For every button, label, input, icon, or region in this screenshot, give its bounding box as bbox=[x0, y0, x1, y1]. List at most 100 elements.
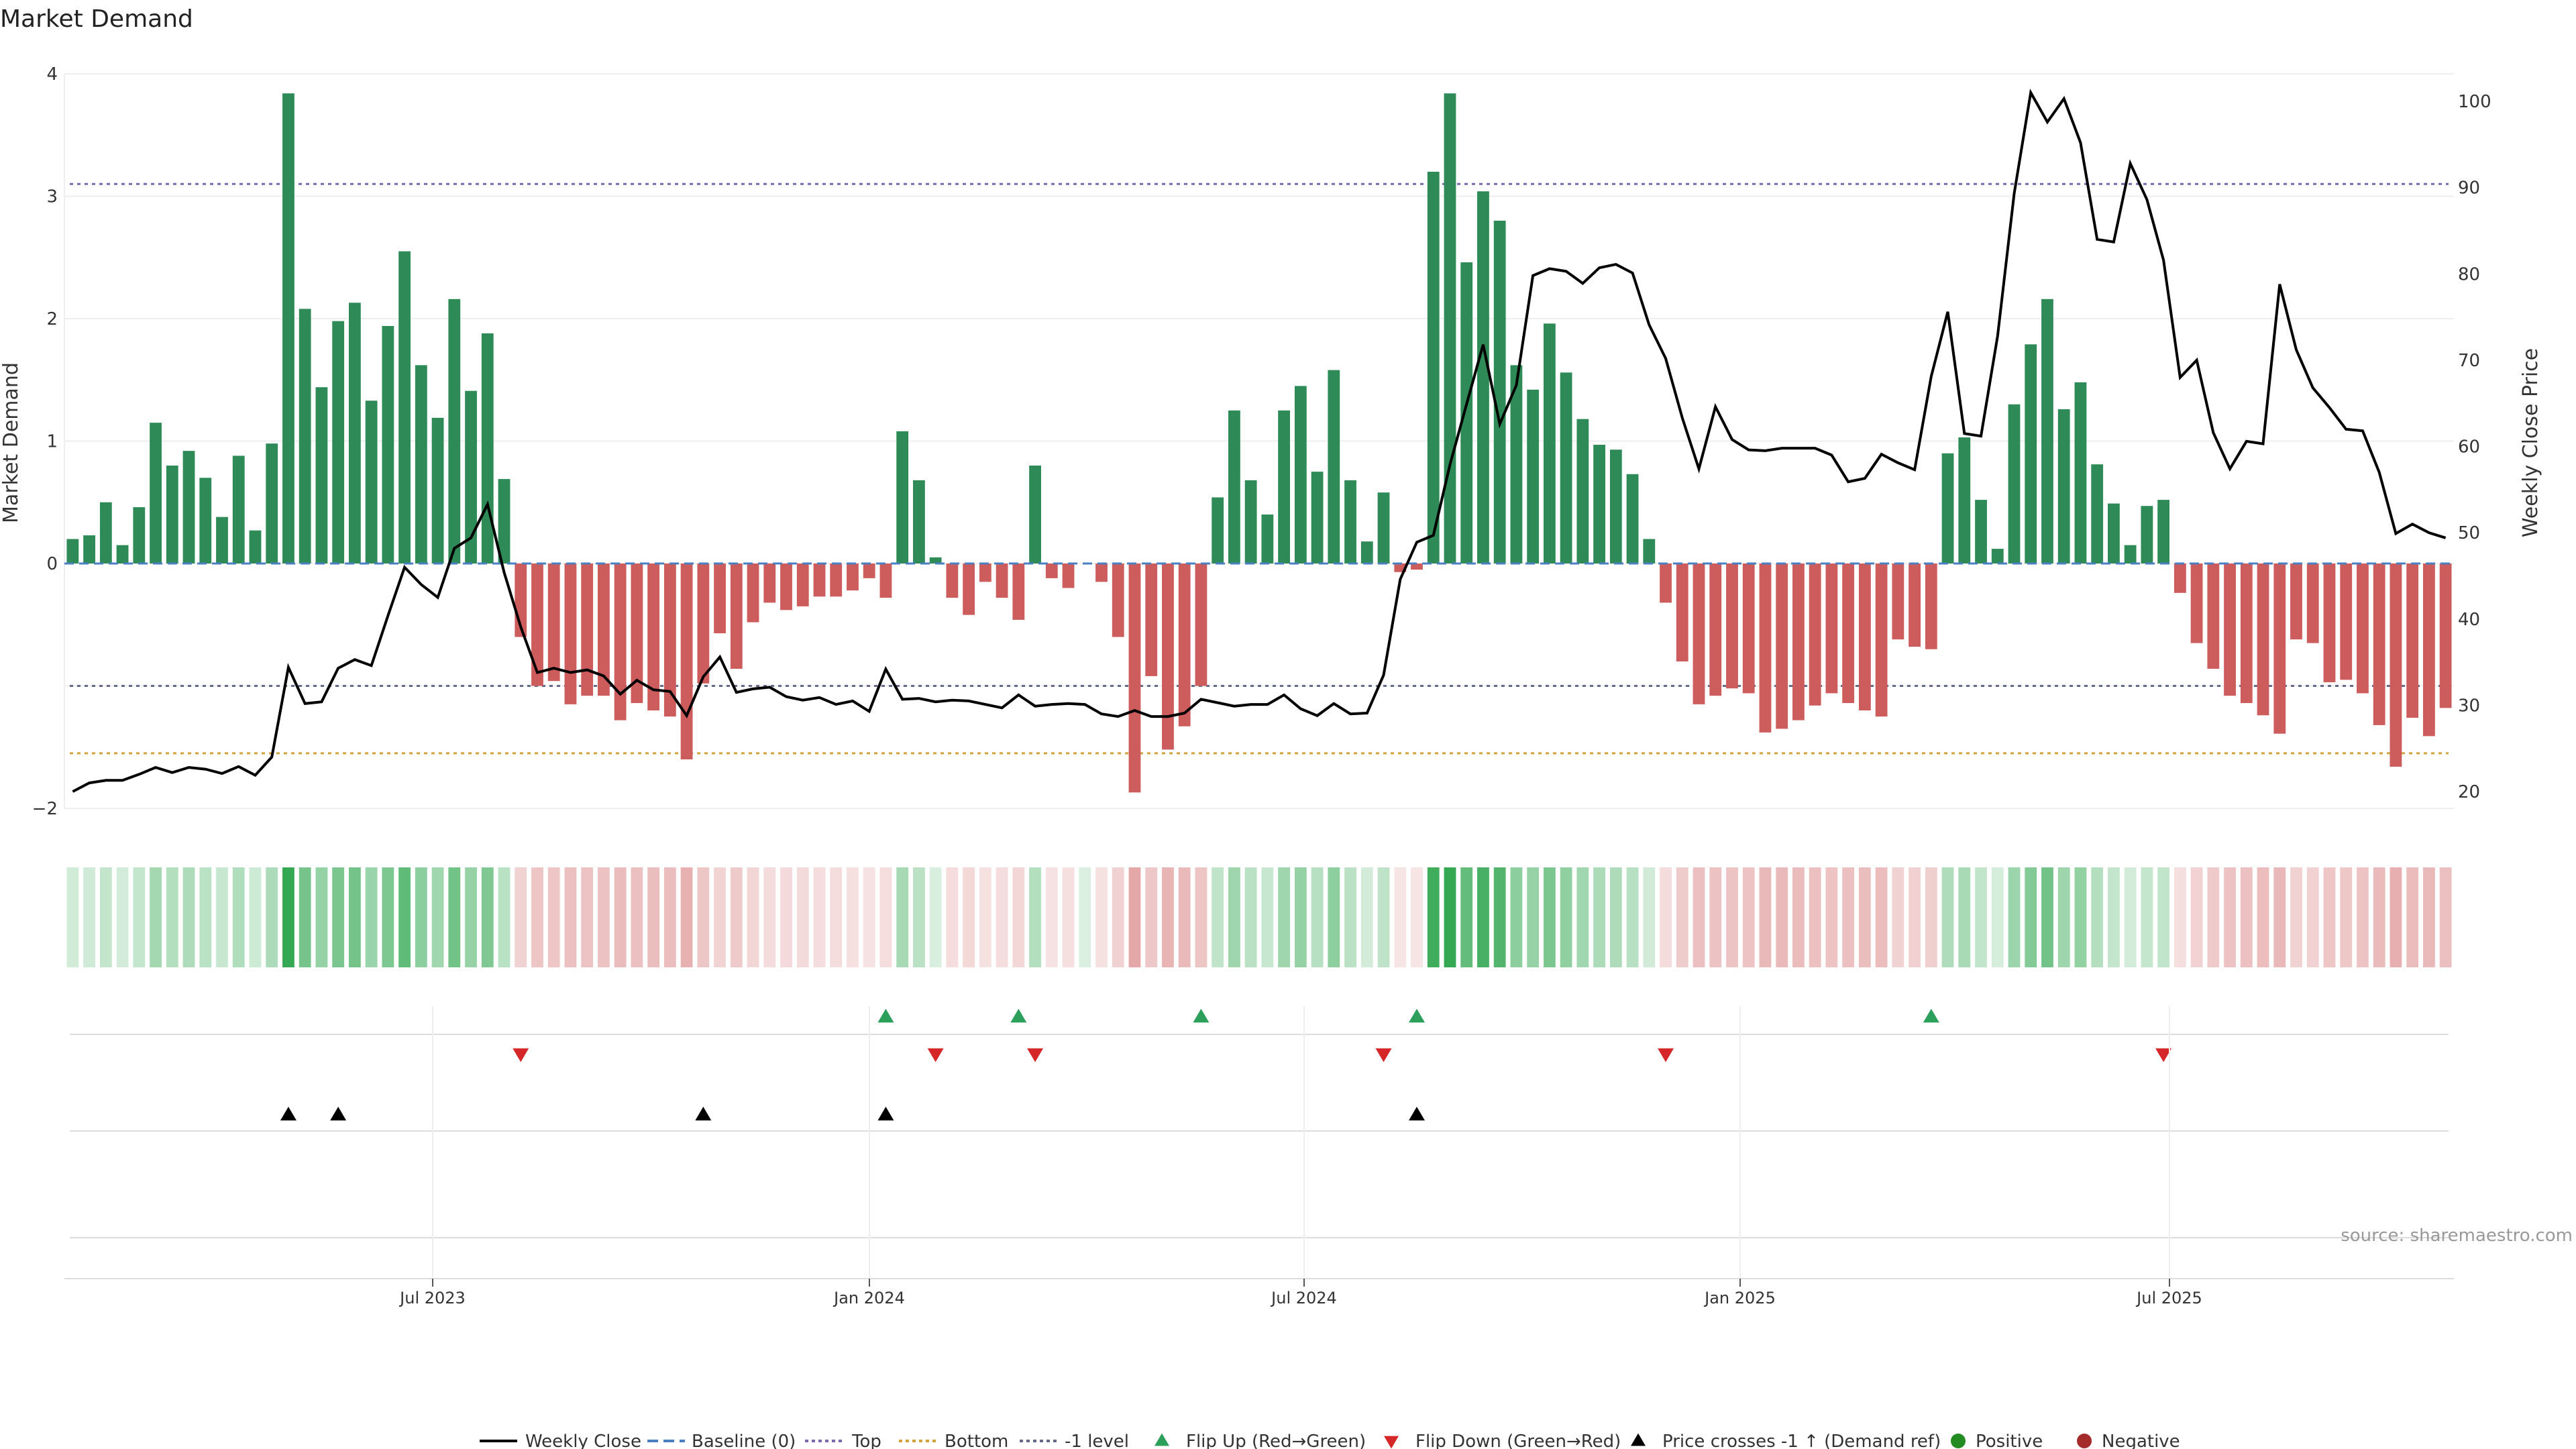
demand-bar bbox=[2323, 564, 2336, 683]
demand-bar bbox=[1493, 221, 1506, 564]
demand-bar bbox=[2422, 564, 2435, 737]
demand-bar bbox=[1195, 564, 1208, 686]
demand-bar bbox=[1560, 372, 1572, 564]
heat-cell bbox=[963, 867, 975, 967]
heat-cell bbox=[166, 867, 178, 967]
heat-cell bbox=[1029, 867, 1041, 967]
flip-up-marker bbox=[1193, 1008, 1210, 1023]
price-cross-marker bbox=[695, 1106, 712, 1121]
heat-cell bbox=[929, 867, 942, 967]
heat-cell bbox=[2373, 867, 2385, 967]
heat-cell bbox=[2406, 867, 2419, 967]
demand-bar bbox=[1543, 323, 1556, 564]
legend-label: Flip Up (Red→Green) bbox=[1186, 1432, 1366, 1449]
demand-bar bbox=[1776, 564, 1788, 729]
heat-cell bbox=[1875, 867, 1888, 967]
demand-bar bbox=[1427, 172, 1440, 564]
legend-swatch bbox=[1155, 1433, 1169, 1446]
demand-bar bbox=[1012, 564, 1025, 620]
demand-bar bbox=[1444, 93, 1456, 564]
demand-bar bbox=[979, 564, 991, 582]
demand-bar bbox=[847, 564, 859, 591]
legend-swatch bbox=[1951, 1434, 1966, 1448]
demand-bar bbox=[1792, 564, 1805, 720]
legend-label: Weekly Close bbox=[525, 1432, 641, 1449]
demand-bar bbox=[2240, 564, 2253, 704]
heat-cell bbox=[1477, 867, 1489, 967]
demand-bar bbox=[2025, 344, 2037, 564]
demand-bar bbox=[647, 564, 660, 710]
heat-cell bbox=[2323, 867, 2336, 967]
heat-cell bbox=[465, 867, 477, 967]
demand-bar bbox=[996, 564, 1008, 598]
demand-bar bbox=[249, 530, 262, 564]
heat-cell bbox=[996, 867, 1008, 967]
legend-swatch bbox=[1631, 1433, 1646, 1446]
x-tick-label: Jul 2024 bbox=[1270, 1289, 1337, 1307]
heat-cell bbox=[83, 867, 96, 967]
demand-bar bbox=[299, 309, 311, 564]
heat-cell bbox=[2057, 867, 2070, 967]
demand-bar bbox=[1311, 472, 1324, 564]
demand-bar bbox=[863, 564, 875, 578]
legend-label: -1 level bbox=[1065, 1432, 1129, 1449]
demand-bar bbox=[182, 451, 195, 564]
y-tick-label: 2 bbox=[46, 309, 58, 329]
demand-bar bbox=[1576, 419, 1589, 564]
heat-cell bbox=[315, 867, 328, 967]
demand-bar bbox=[266, 443, 278, 564]
legend-item: Baseline (0) bbox=[647, 1432, 796, 1449]
y-axis-ticks: 4 3 2 1 0 −2 bbox=[32, 64, 58, 819]
demand-bar bbox=[365, 400, 378, 564]
flip-down-marker bbox=[927, 1048, 944, 1063]
flip-up-marker bbox=[1408, 1008, 1425, 1023]
demand-bar bbox=[813, 564, 826, 597]
demand-bar bbox=[332, 321, 345, 564]
heat-cell bbox=[232, 867, 245, 967]
heat-cell bbox=[1278, 867, 1291, 967]
heat-cell bbox=[1941, 867, 1954, 967]
heat-cell bbox=[365, 867, 378, 967]
heat-cell bbox=[1792, 867, 1805, 967]
demand-bar bbox=[83, 535, 96, 564]
demand-bar bbox=[2273, 564, 2286, 734]
demand-bar bbox=[66, 539, 79, 564]
demand-bar bbox=[697, 564, 710, 684]
demand-bar bbox=[780, 564, 792, 610]
legend-item: Bottom bbox=[899, 1432, 1008, 1449]
heat-cell bbox=[431, 867, 444, 967]
demand-bar bbox=[1228, 410, 1240, 564]
heat-cell bbox=[1079, 867, 1091, 967]
heat-cell bbox=[515, 867, 527, 967]
demand-bar bbox=[431, 417, 444, 564]
heat-cell bbox=[266, 867, 278, 967]
y-tick-label: 3 bbox=[46, 187, 58, 207]
heat-cell bbox=[415, 867, 427, 967]
heat-cell bbox=[1560, 867, 1572, 967]
demand-bar bbox=[730, 564, 743, 669]
heat-cell bbox=[66, 867, 79, 967]
y2-tick-label: 50 bbox=[2458, 523, 2480, 543]
x-axis: Jul 2023 Jan 2024 Jul 2024 Jan 2025 Jul 2025 bbox=[398, 1006, 2202, 1307]
demand-bar bbox=[1244, 480, 1257, 564]
heat-cell bbox=[1825, 867, 1838, 967]
heat-cell bbox=[1909, 867, 1921, 967]
x-tick-label: Jul 2023 bbox=[398, 1289, 466, 1307]
flip-panel bbox=[64, 1008, 2454, 1279]
demand-bar bbox=[631, 564, 643, 704]
cross-panel bbox=[280, 1106, 1425, 1121]
heat-cell bbox=[1427, 867, 1440, 967]
heat-cell bbox=[1958, 867, 1971, 967]
demand-bar bbox=[1411, 564, 1423, 570]
y2-axis-label: Weekly Close Price bbox=[2519, 348, 2542, 537]
heat-cell bbox=[1244, 867, 1257, 967]
demand-bar bbox=[2057, 409, 2070, 564]
heat-cell bbox=[1394, 867, 1407, 967]
heat-cell bbox=[1212, 867, 1224, 967]
demand-bar bbox=[1941, 453, 1954, 564]
demand-bar bbox=[1925, 564, 1937, 649]
flip-down-marker bbox=[1658, 1048, 1674, 1063]
heat-cell bbox=[1709, 867, 1722, 967]
demand-bar bbox=[1643, 539, 1656, 564]
demand-bar bbox=[2041, 299, 2053, 564]
